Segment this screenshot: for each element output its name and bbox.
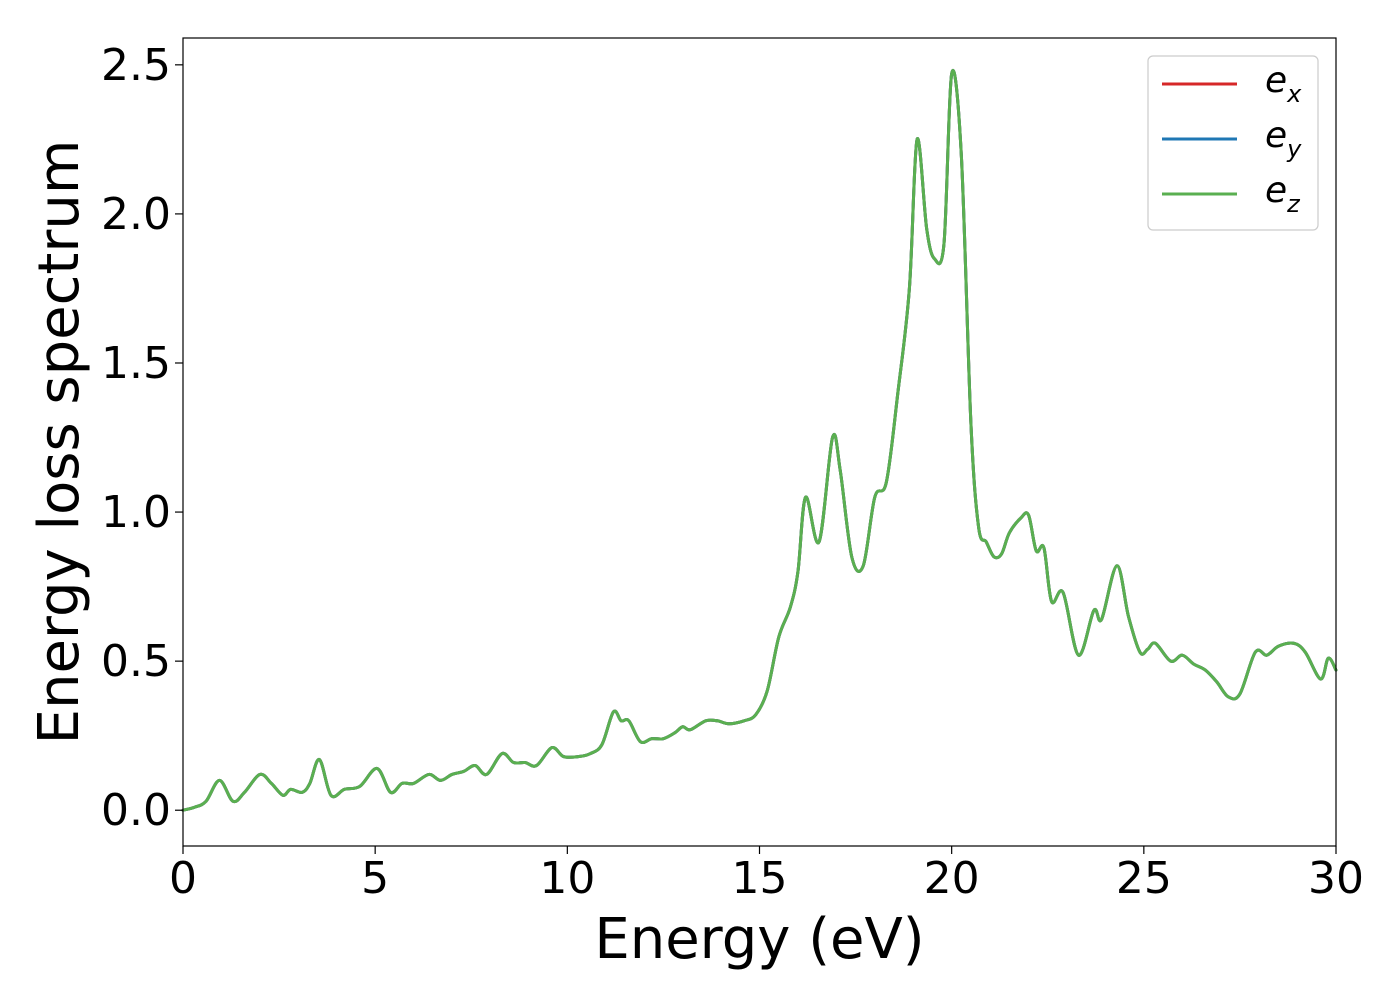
y-tick-label: 1.0	[101, 487, 171, 538]
x-axis-title: Energy (eV)	[594, 907, 924, 972]
series-layer	[181, 69, 1338, 812]
y-axis-ticks: 0.0 0.5 1.0 1.5 2.0 2.5	[101, 40, 183, 836]
y-tick-label: 0.5	[101, 636, 171, 687]
y-tick-label: 0.0	[101, 785, 171, 836]
x-tick-label: 10	[539, 853, 595, 904]
x-tick-label: 15	[732, 853, 788, 904]
y-tick-label: 2.5	[101, 40, 171, 91]
legend-label-ex: ex	[1265, 60, 1302, 108]
x-tick-label: 25	[1116, 853, 1172, 904]
x-tick-label: 0	[169, 853, 197, 904]
x-tick-label: 5	[361, 853, 389, 904]
legend-frame	[1147, 55, 1319, 231]
y-tick-label: 2.0	[101, 189, 171, 240]
x-tick-label: 20	[924, 853, 980, 904]
legend-label-ez: ez	[1265, 170, 1301, 218]
x-axis-ticks: 0 5 10 15 20 25 30	[169, 846, 1364, 904]
series-line-ez	[181, 69, 1338, 812]
legend: ex ey ez	[1147, 55, 1319, 231]
x-tick-label: 30	[1308, 853, 1364, 904]
y-tick-label: 1.5	[101, 338, 171, 389]
legend-label-ey: ey	[1265, 115, 1302, 163]
y-axis-title: Energy loss spectrum	[27, 140, 92, 745]
